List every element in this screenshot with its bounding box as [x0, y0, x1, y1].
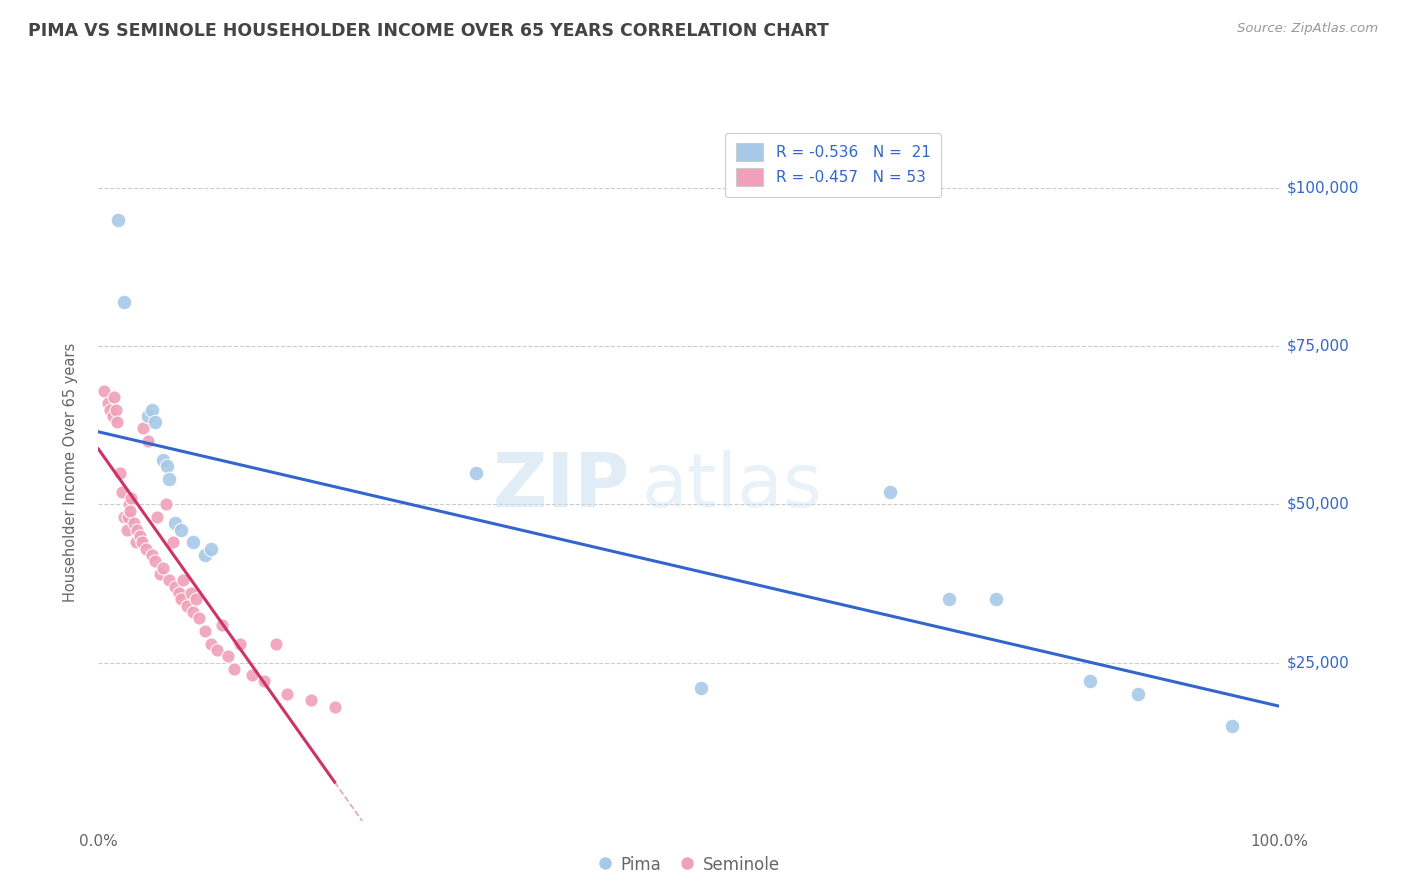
Point [181, 605, 204, 619]
Text: ZIP: ZIP [492, 450, 630, 524]
Point [120, 504, 142, 518]
Point [112, 295, 135, 310]
Text: Source: ZipAtlas.com: Source: ZipAtlas.com [1237, 22, 1378, 36]
Point [108, 466, 131, 480]
Point [121, 491, 143, 505]
Point [264, 636, 287, 650]
Point [149, 566, 172, 581]
Point [200, 541, 222, 556]
Point [141, 402, 163, 417]
Point [143, 415, 166, 429]
Text: $25,000: $25,000 [1286, 655, 1350, 670]
Point [172, 574, 194, 588]
Text: $75,000: $75,000 [1286, 339, 1350, 354]
Point [176, 599, 198, 613]
Text: PIMA VS SEMINOLE HOUSEHOLDER INCOME OVER 65 YEARS CORRELATION CHART: PIMA VS SEMINOLE HOUSEHOLDER INCOME OVER… [28, 22, 830, 40]
Point [143, 554, 166, 568]
Point [101, 409, 124, 423]
Point [276, 687, 298, 701]
Point [146, 510, 169, 524]
Point [689, 681, 711, 695]
Point [181, 535, 204, 549]
Point [240, 668, 263, 682]
Point [170, 592, 193, 607]
Point [132, 421, 155, 435]
Point [224, 662, 246, 676]
Point [111, 484, 134, 499]
Point [1080, 674, 1102, 689]
Point [984, 592, 1007, 607]
Point [103, 390, 125, 404]
Point [152, 453, 174, 467]
Point [136, 409, 159, 423]
Point [167, 586, 190, 600]
Point [105, 415, 128, 429]
Point [187, 611, 209, 625]
Point [157, 472, 180, 486]
Point [186, 592, 208, 607]
Point [152, 560, 174, 574]
Point [98, 402, 121, 417]
Point [465, 466, 488, 480]
Point [125, 535, 148, 549]
Point [299, 693, 322, 707]
Point [165, 516, 187, 531]
Point [131, 535, 153, 549]
Point [217, 649, 239, 664]
Y-axis label: Householder Income Over 65 years: Householder Income Over 65 years [63, 343, 77, 602]
Legend: Pima, Seminole: Pima, Seminole [591, 847, 787, 882]
Text: $100,000: $100,000 [1286, 181, 1358, 195]
Point [97, 396, 120, 410]
Point [162, 535, 184, 549]
Point [156, 459, 179, 474]
Point [93, 384, 115, 398]
Point [128, 529, 150, 543]
Point [157, 574, 180, 588]
Point [938, 592, 960, 607]
Point [127, 523, 149, 537]
Point [107, 212, 129, 227]
Point [211, 617, 233, 632]
Point [1220, 719, 1243, 733]
Point [122, 516, 145, 531]
Point [205, 643, 228, 657]
Point [229, 636, 252, 650]
Point [200, 636, 222, 650]
Text: atlas: atlas [641, 450, 823, 524]
Point [879, 484, 901, 499]
Point [135, 541, 157, 556]
Text: $50,000: $50,000 [1286, 497, 1350, 512]
Point [253, 674, 276, 689]
Point [115, 523, 138, 537]
Point [323, 699, 346, 714]
Point [136, 434, 159, 449]
Point [117, 510, 139, 524]
Point [194, 548, 217, 562]
Point [118, 497, 141, 511]
Point [165, 580, 187, 594]
Point [1126, 687, 1149, 701]
Point [141, 548, 163, 562]
Point [180, 586, 202, 600]
Point [112, 510, 135, 524]
Point [170, 523, 193, 537]
Point [155, 497, 177, 511]
Point [194, 624, 217, 638]
Point [105, 402, 128, 417]
